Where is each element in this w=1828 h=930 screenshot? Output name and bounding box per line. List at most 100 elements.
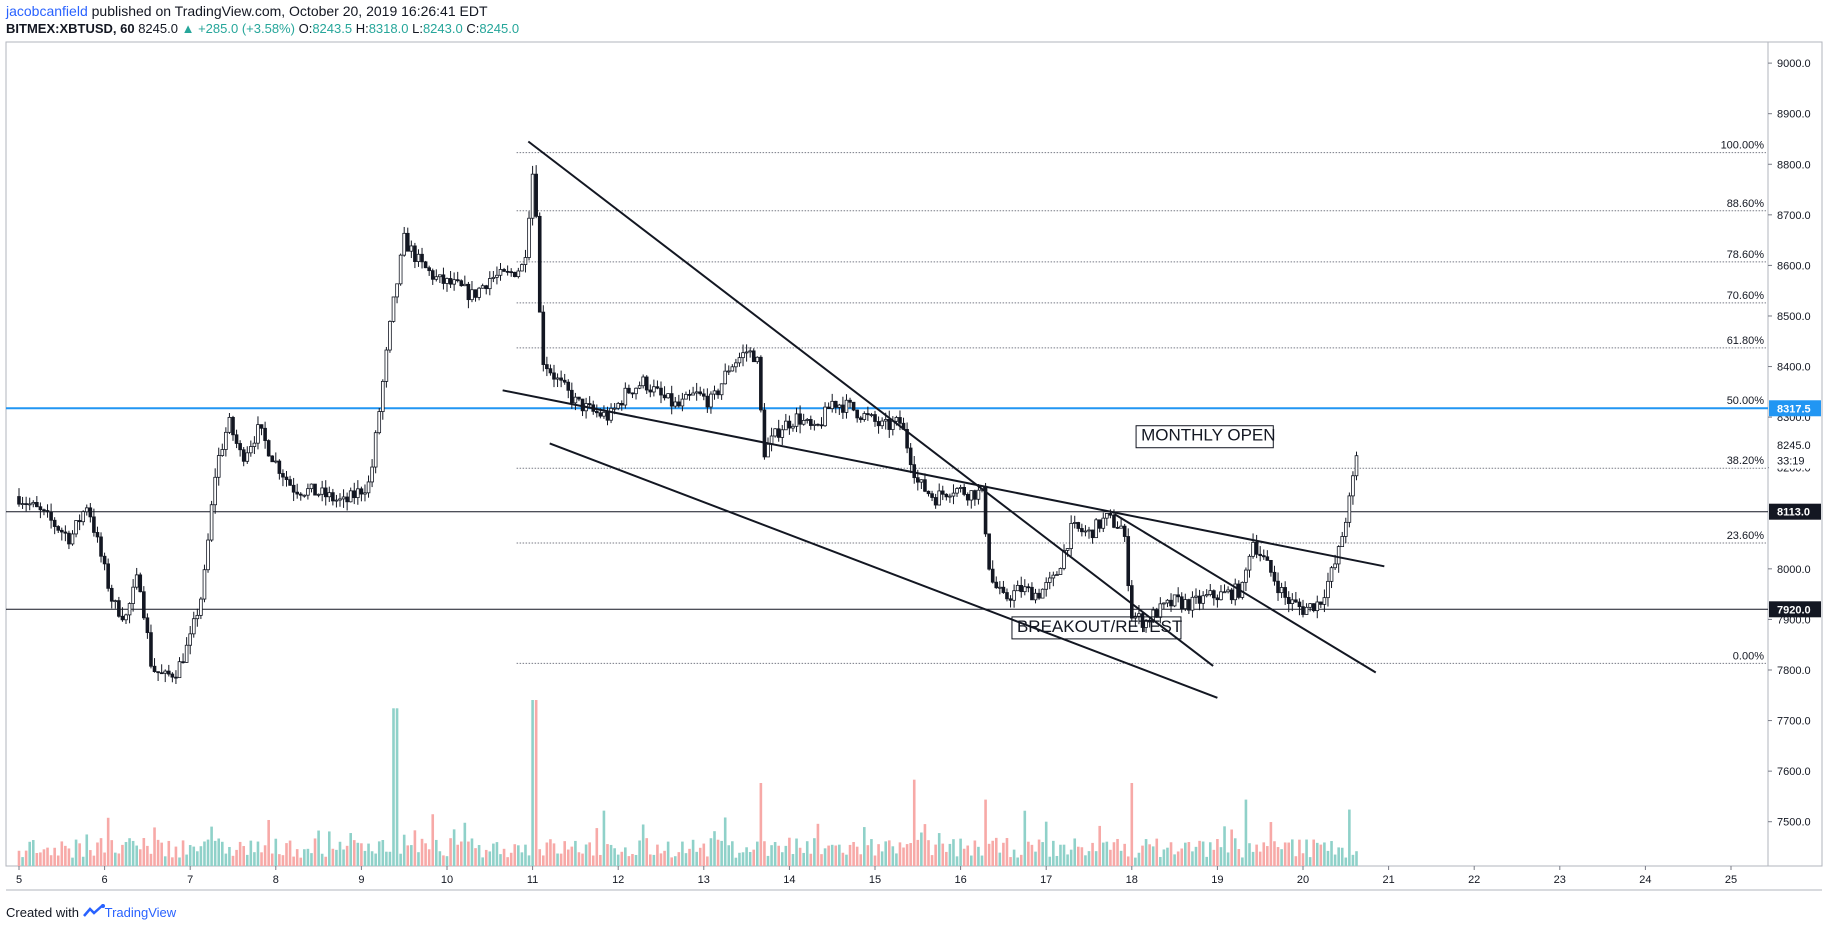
volume-bar bbox=[231, 855, 235, 866]
candle-body bbox=[905, 428, 909, 449]
candle-body bbox=[498, 269, 503, 276]
candle-body bbox=[191, 618, 196, 635]
candle-body bbox=[166, 670, 171, 675]
volume-bar bbox=[1126, 856, 1130, 866]
candle-body bbox=[958, 487, 963, 489]
symbol-label: BITMEX:XBTUSD, 60 bbox=[6, 21, 135, 36]
candle-body bbox=[195, 614, 200, 620]
volume-bar bbox=[513, 844, 517, 866]
candle-body bbox=[1030, 586, 1034, 601]
volume-bar bbox=[1048, 856, 1052, 866]
candle bbox=[691, 386, 695, 396]
candle-body bbox=[1005, 592, 1009, 600]
volume-bar bbox=[731, 841, 734, 866]
candle-body bbox=[31, 501, 36, 505]
low-value: 8243.0 bbox=[422, 21, 463, 36]
candle-body bbox=[1208, 590, 1213, 595]
volume-bar bbox=[802, 852, 805, 866]
candle bbox=[848, 397, 852, 409]
candle-body bbox=[694, 391, 699, 394]
candle-body bbox=[1008, 598, 1013, 601]
author-link[interactable]: jacobcanfield bbox=[6, 3, 88, 19]
candle bbox=[320, 480, 324, 502]
candle bbox=[987, 533, 991, 571]
volume-bar bbox=[360, 843, 363, 866]
candle-body bbox=[898, 417, 902, 424]
volume-bar bbox=[89, 850, 92, 866]
candle-body bbox=[1137, 613, 1141, 617]
candle bbox=[559, 370, 563, 388]
candle-body bbox=[434, 276, 439, 280]
volume-bar bbox=[1308, 857, 1312, 866]
volume-bar bbox=[813, 838, 816, 866]
candle bbox=[1276, 572, 1280, 601]
fib-level-label: 50.00% bbox=[1727, 395, 1765, 407]
tradingview-link[interactable]: TradingView bbox=[104, 905, 177, 920]
volume-bar bbox=[994, 837, 998, 866]
candle bbox=[1094, 517, 1098, 539]
candle bbox=[812, 420, 817, 431]
candle bbox=[509, 268, 513, 277]
candle bbox=[455, 271, 460, 283]
candle bbox=[851, 401, 856, 412]
candle bbox=[1215, 594, 1220, 608]
candle bbox=[573, 392, 578, 411]
volume-bar bbox=[509, 852, 513, 866]
candle-body bbox=[1347, 495, 1352, 523]
candle bbox=[1026, 583, 1031, 593]
volume-bar bbox=[178, 857, 181, 866]
candle-body bbox=[452, 279, 456, 285]
candle bbox=[1329, 565, 1334, 589]
candle-body bbox=[331, 492, 335, 502]
candle bbox=[245, 446, 250, 464]
candle-body bbox=[209, 504, 214, 541]
candle bbox=[1311, 603, 1316, 613]
candle-body bbox=[1176, 594, 1180, 598]
volume-bar bbox=[563, 841, 566, 866]
volume-bar bbox=[121, 844, 124, 866]
volume-bar bbox=[213, 840, 217, 866]
volume-bar bbox=[53, 847, 56, 866]
volume-bar bbox=[17, 850, 21, 866]
candle-body bbox=[441, 274, 446, 284]
candle bbox=[241, 447, 246, 467]
candle-body bbox=[252, 442, 257, 447]
candle bbox=[81, 510, 86, 526]
candle-body bbox=[1340, 536, 1345, 547]
candle bbox=[866, 406, 870, 421]
volume-bar bbox=[363, 850, 367, 866]
candle-body bbox=[1083, 530, 1088, 533]
x-tick-label: 23 bbox=[1554, 874, 1566, 886]
candle bbox=[677, 394, 681, 408]
candle bbox=[527, 211, 531, 261]
candle-body bbox=[1072, 522, 1077, 524]
candle-body bbox=[117, 600, 121, 617]
candle-body bbox=[969, 490, 974, 501]
candle-body bbox=[545, 364, 549, 370]
candle-body bbox=[281, 473, 285, 478]
candle-body bbox=[309, 483, 314, 490]
price-tag-label: 8245.0 bbox=[1777, 440, 1811, 452]
y-tick-label: 8800.0 bbox=[1777, 159, 1811, 171]
candle-body bbox=[263, 427, 267, 441]
candle bbox=[973, 489, 977, 506]
volume-bar bbox=[1137, 852, 1141, 866]
volume-bar bbox=[880, 851, 884, 866]
candle-body bbox=[869, 414, 874, 416]
volume-bar bbox=[477, 845, 481, 866]
candle bbox=[580, 398, 585, 417]
price-tag-label: 8113.0 bbox=[1777, 507, 1810, 519]
y-tick-label: 7700.0 bbox=[1777, 716, 1811, 728]
volume-bar bbox=[1130, 783, 1134, 866]
candle-body bbox=[409, 245, 414, 252]
volume-bar bbox=[492, 843, 495, 866]
candle-body bbox=[962, 487, 966, 495]
candle bbox=[156, 671, 160, 681]
volume-bar bbox=[1162, 849, 1166, 866]
candle-body bbox=[1258, 553, 1263, 557]
candle-body bbox=[1012, 590, 1016, 601]
candle bbox=[42, 508, 46, 516]
candle-body bbox=[990, 568, 995, 583]
volume-bar bbox=[1094, 851, 1098, 866]
